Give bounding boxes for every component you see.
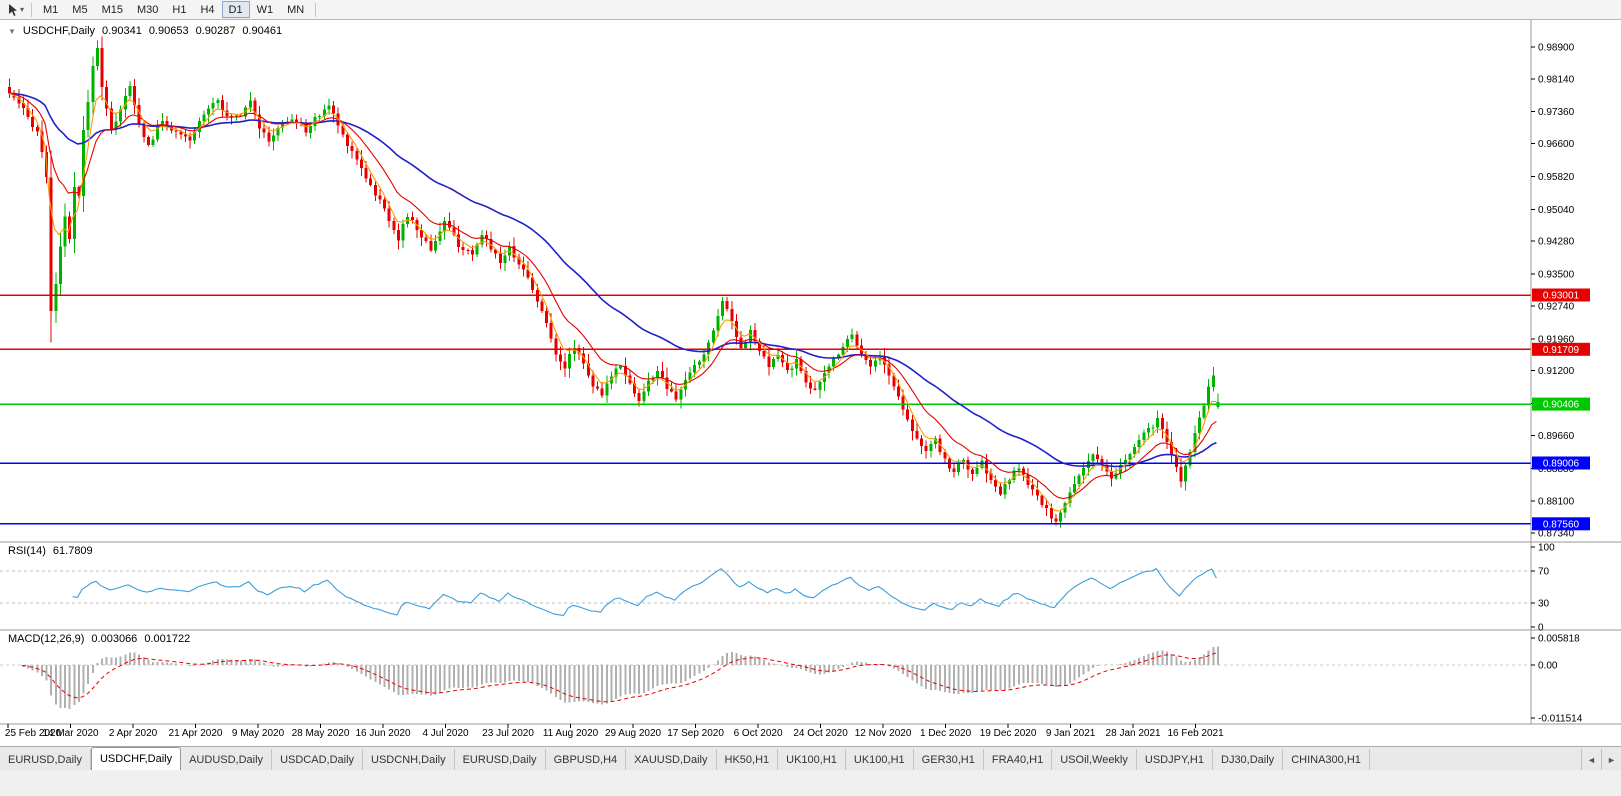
svg-text:0.95820: 0.95820 xyxy=(1538,172,1575,183)
svg-text:0.87560: 0.87560 xyxy=(1543,519,1580,530)
svg-text:28 Jan 2021: 28 Jan 2021 xyxy=(1106,728,1161,739)
timeframe-button-h4[interactable]: H4 xyxy=(200,4,215,16)
svg-text:100: 100 xyxy=(1538,543,1555,554)
toolbar: ▾ M1 M5 M15 M30 H1 H4 D1 W1 MN xyxy=(0,0,1621,20)
svg-text:16 Feb 2021: 16 Feb 2021 xyxy=(1168,728,1225,739)
svg-text:11 Aug 2020: 11 Aug 2020 xyxy=(543,728,599,739)
chart-tab[interactable]: USOil,Weekly xyxy=(1052,749,1137,770)
chart-tab[interactable]: EURUSD,Daily xyxy=(455,749,546,770)
chart-tab[interactable]: UK100,H1 xyxy=(846,749,914,770)
chart-tab[interactable]: XAUUSD,Daily xyxy=(626,749,717,770)
chart-tab[interactable]: HK50,H1 xyxy=(717,749,779,770)
svg-text:14 Mar 2020: 14 Mar 2020 xyxy=(42,728,99,739)
svg-text:0.98140: 0.98140 xyxy=(1538,74,1575,85)
chart-tab[interactable]: DJ30,Daily xyxy=(1213,749,1284,770)
svg-text:0.87340: 0.87340 xyxy=(1538,529,1575,540)
svg-text:24 Oct 2020: 24 Oct 2020 xyxy=(793,728,848,739)
svg-text:12 Nov 2020: 12 Nov 2020 xyxy=(855,728,912,739)
timeframe-button-d1[interactable]: D1 xyxy=(221,1,250,18)
chart-tab[interactable]: AUDUSD,Daily xyxy=(181,749,273,770)
svg-text:28 May 2020: 28 May 2020 xyxy=(292,728,350,739)
svg-text:6 Oct 2020: 6 Oct 2020 xyxy=(734,728,783,739)
svg-text:0.91200: 0.91200 xyxy=(1538,366,1575,377)
svg-text:0.00: 0.00 xyxy=(1538,660,1558,671)
chart-tab[interactable]: GER30,H1 xyxy=(914,749,984,770)
svg-text:0.005818: 0.005818 xyxy=(1538,634,1580,645)
caret-down-icon: ▾ xyxy=(20,4,25,14)
chart-tab[interactable]: USDCNH,Daily xyxy=(363,749,455,770)
svg-text:0.91709: 0.91709 xyxy=(1543,345,1580,356)
svg-text:0.88100: 0.88100 xyxy=(1538,497,1575,508)
timeframe-button-mn[interactable]: MN xyxy=(287,4,305,16)
svg-text:0.89006: 0.89006 xyxy=(1543,458,1580,469)
svg-text:70: 70 xyxy=(1538,567,1550,578)
timeframe-button-m30[interactable]: M30 xyxy=(136,4,159,16)
svg-text:4 Jul 2020: 4 Jul 2020 xyxy=(422,728,469,739)
svg-text:0.93500: 0.93500 xyxy=(1538,270,1575,281)
timeframe-button-h1[interactable]: H1 xyxy=(172,4,187,16)
chart-tab[interactable]: UK100,H1 xyxy=(778,749,846,770)
chart-tab[interactable]: GBPUSD,H4 xyxy=(546,749,627,770)
svg-text:9 Jan 2021: 9 Jan 2021 xyxy=(1046,728,1096,739)
svg-text:29 Aug 2020: 29 Aug 2020 xyxy=(605,728,662,739)
svg-text:1 Dec 2020: 1 Dec 2020 xyxy=(920,728,972,739)
chart-tab[interactable]: USDCHF,Daily xyxy=(90,747,182,770)
svg-text:0.97360: 0.97360 xyxy=(1538,107,1575,118)
tab-scroll-right-button[interactable]: ► xyxy=(1601,749,1621,770)
chart-tab-bar: EURUSD,Daily USDCHF,Daily AUDUSD,Daily USDC… xyxy=(0,746,1621,770)
svg-text:0.93001: 0.93001 xyxy=(1543,291,1580,302)
cursor-tool-button[interactable]: ▾ xyxy=(4,1,27,19)
chart-tab[interactable]: USDJPY,H1 xyxy=(1137,749,1213,770)
svg-text:9 May 2020: 9 May 2020 xyxy=(232,728,285,739)
chart-tabs: EURUSD,Daily USDCHF,Daily AUDUSD,Daily USDC… xyxy=(0,747,1581,770)
chart-tab[interactable]: FRA40,H1 xyxy=(984,749,1053,770)
svg-text:19 Dec 2020: 19 Dec 2020 xyxy=(980,728,1037,739)
svg-text:0.98900: 0.98900 xyxy=(1538,43,1575,54)
svg-text:-0.011514: -0.011514 xyxy=(1538,714,1583,725)
timeframe-button-m15[interactable]: M15 xyxy=(101,4,123,16)
timeframe-button-w1[interactable]: W1 xyxy=(256,4,274,16)
svg-text:25 Feb 2020: 25 Feb 2020 xyxy=(5,728,62,739)
svg-text:23 Jul 2020: 23 Jul 2020 xyxy=(482,728,534,739)
toolbar-separator xyxy=(31,2,33,17)
timeframe-button-m5[interactable]: M5 xyxy=(72,4,88,16)
svg-text:0: 0 xyxy=(1538,623,1544,634)
scroll-left-icon: ◄ xyxy=(1587,754,1596,765)
svg-text:0.90406: 0.90406 xyxy=(1543,400,1580,411)
timeframe-buttons: M1 M5 M15 M30 H1 H4 D1 W1 MN xyxy=(36,1,311,18)
toolbar-separator xyxy=(315,2,317,17)
chart-tab[interactable]: USDCAD,Daily xyxy=(272,749,364,770)
svg-text:0.89660: 0.89660 xyxy=(1538,431,1575,442)
svg-text:0.94280: 0.94280 xyxy=(1538,237,1575,248)
svg-text:21 Apr 2020: 21 Apr 2020 xyxy=(169,728,223,739)
scroll-right-icon: ► xyxy=(1607,754,1616,765)
tab-scroll-left-button[interactable]: ◄ xyxy=(1581,749,1601,770)
svg-text:17 Sep 2020: 17 Sep 2020 xyxy=(667,728,724,739)
chart-tab[interactable]: CHINA300,H1 xyxy=(1283,749,1370,770)
chart-tab[interactable]: EURUSD,Daily xyxy=(0,749,91,770)
svg-text:0.92740: 0.92740 xyxy=(1538,301,1575,312)
price-chart-canvas[interactable]: 0.98900 0.98140 0.97360 0.96600 0.95820 0.950… xyxy=(0,20,1621,746)
svg-text:16 Jun 2020: 16 Jun 2020 xyxy=(355,728,410,739)
svg-text:0.95040: 0.95040 xyxy=(1538,205,1575,216)
svg-text:0.96600: 0.96600 xyxy=(1538,139,1575,150)
svg-text:30: 30 xyxy=(1538,599,1550,610)
svg-text:0.91960: 0.91960 xyxy=(1538,334,1575,345)
cursor-icon xyxy=(9,3,17,16)
svg-text:2 Apr 2020: 2 Apr 2020 xyxy=(109,728,158,739)
timeframe-button-m1[interactable]: M1 xyxy=(43,4,59,16)
